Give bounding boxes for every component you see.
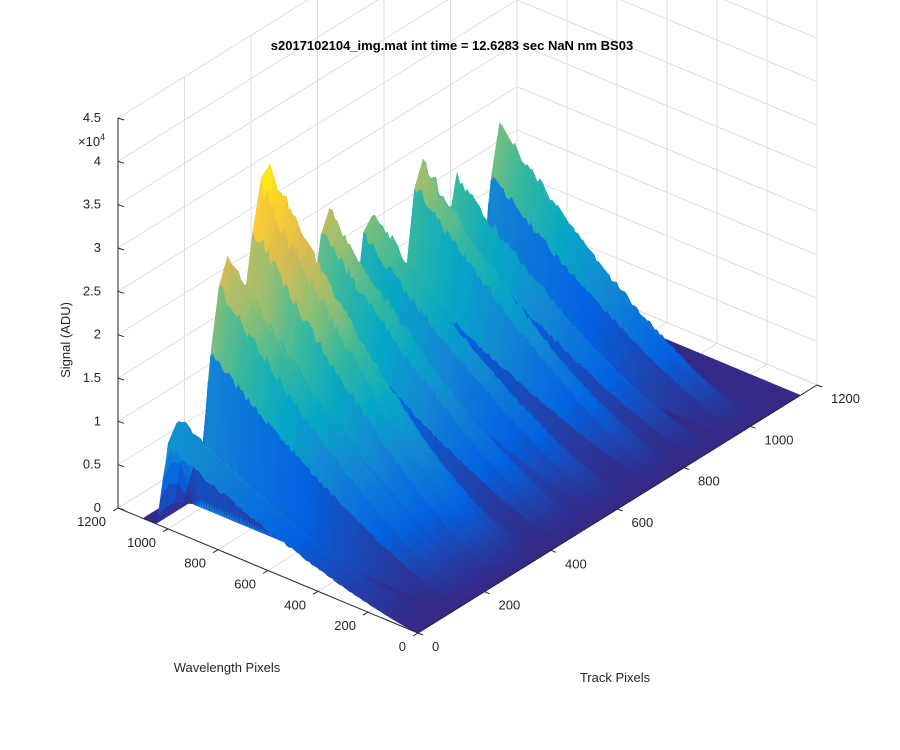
z-tick-label: 1 <box>94 413 101 428</box>
z-tick-label: 1.5 <box>83 370 101 385</box>
y-tick <box>162 528 169 533</box>
x-tick <box>750 425 756 429</box>
z-tick <box>117 377 125 381</box>
x-tick-label: 1200 <box>831 391 860 406</box>
x-tick <box>816 384 823 388</box>
grid-line <box>117 0 379 162</box>
grid-line <box>516 42 818 169</box>
grid-line <box>117 0 518 249</box>
grid-line <box>117 129 518 379</box>
x-tick-label: 0 <box>432 639 439 654</box>
y-tick-label: 0 <box>399 639 406 654</box>
grid-line <box>619 0 818 83</box>
grid-line <box>117 0 309 119</box>
y-tick-label: 600 <box>234 577 256 592</box>
y-tick-label: 400 <box>284 597 306 612</box>
x-tick <box>417 632 424 636</box>
grid-line <box>723 0 818 39</box>
grid-line <box>516 129 818 256</box>
x-tick-label: 200 <box>499 598 521 613</box>
x-tick-label: 1000 <box>765 432 794 447</box>
x-tick-label: 600 <box>632 515 654 530</box>
y-tick <box>312 590 319 595</box>
y-tick <box>262 570 269 574</box>
z-tick-label: 2 <box>94 327 101 342</box>
z-tick <box>117 334 125 338</box>
y-tick <box>362 611 369 616</box>
y-tick <box>212 549 219 554</box>
y-tick-label: 800 <box>184 556 206 571</box>
y-tick-label: 200 <box>334 618 356 633</box>
z-tick-label: 0.5 <box>83 457 101 472</box>
x-tick <box>683 467 690 471</box>
y-tick-label: 1200 <box>77 514 106 529</box>
y-tick-label: 1000 <box>127 535 156 550</box>
x-tick-label: 800 <box>698 474 720 489</box>
x-tick-label: 400 <box>565 556 587 571</box>
z-tick <box>117 464 125 468</box>
x-tick <box>484 591 490 595</box>
grid-line <box>516 0 818 126</box>
grid-line <box>516 86 818 213</box>
y-tick <box>112 507 119 512</box>
grid-line <box>516 172 818 299</box>
grid-line <box>117 42 518 292</box>
y-tick <box>412 632 419 637</box>
grid-line <box>117 0 449 206</box>
x-tick <box>550 549 557 553</box>
grid-line <box>117 86 518 336</box>
z-tick-label: 0 <box>94 500 101 515</box>
z-tick <box>117 420 125 424</box>
z-tick <box>117 290 125 294</box>
x-tick <box>617 508 623 512</box>
surface-plot <box>142 122 802 634</box>
